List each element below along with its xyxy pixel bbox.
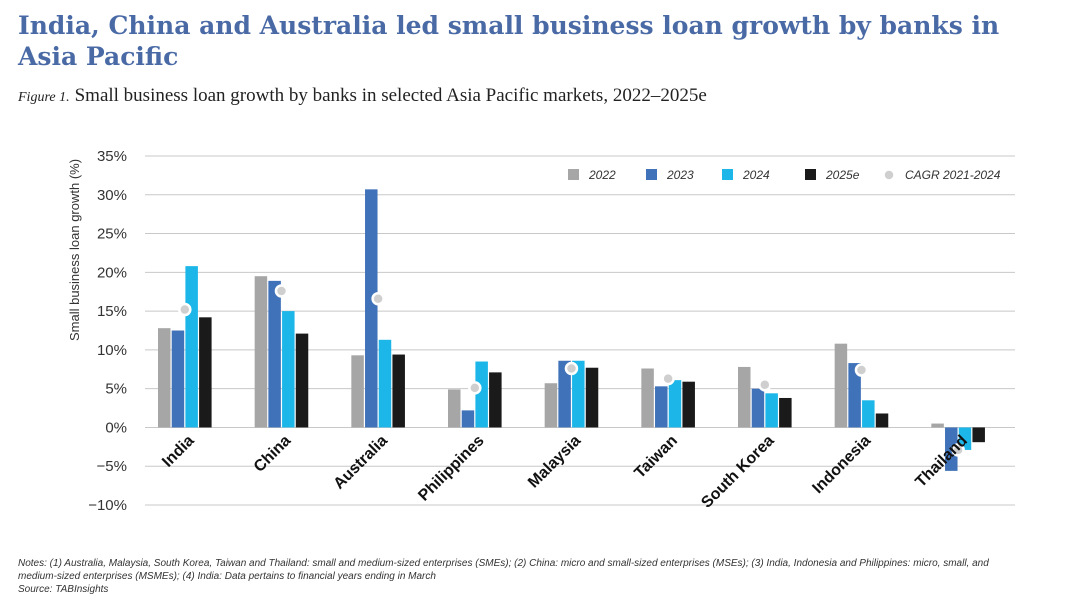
bar-thailand-2023 xyxy=(945,427,958,471)
y-tick-label: −5% xyxy=(97,458,127,475)
bar-taiwan-2023 xyxy=(655,386,668,428)
y-tick-label: 35% xyxy=(97,148,127,165)
bar-philippines-2022 xyxy=(448,389,461,428)
bar-australia-2023 xyxy=(365,189,378,428)
y-tick-label: 20% xyxy=(97,264,127,281)
bar-malaysia-2023 xyxy=(558,360,571,428)
bar-indonesia-2022 xyxy=(834,343,848,428)
bar-india-2023 xyxy=(171,330,185,428)
x-label-thailand: Thailand xyxy=(912,432,971,491)
y-tick-label: 30% xyxy=(97,187,127,204)
bar-china-2022 xyxy=(254,276,268,428)
legend-label-2022: 2022 xyxy=(588,168,616,182)
bar-chart: −10% −5% 0% 5% 10% 15% 20% 25% 30% 35% Small busi… xyxy=(67,148,1015,514)
cagr-marker-thailand xyxy=(951,443,965,457)
legend-swatch-2025e xyxy=(805,169,816,180)
x-label-indonesia: Indonesia xyxy=(809,432,874,497)
x-label-taiwan: Taiwan xyxy=(631,432,681,482)
cagr-marker-australia xyxy=(371,291,385,306)
legend-label-2025e: 2025e xyxy=(825,168,860,182)
cagr-marker-india xyxy=(178,302,192,317)
legend-swatch-2023 xyxy=(646,169,657,180)
x-label-malaysia: Malaysia xyxy=(525,432,584,491)
x-label-south-korea: South Korea xyxy=(698,432,777,511)
bar-thailand-2025e xyxy=(972,427,985,443)
bar-philippines-2023 xyxy=(461,410,475,428)
y-tick-label: 25% xyxy=(97,226,127,243)
bar-south-korea-2022 xyxy=(738,366,751,428)
bar-philippines-2025e xyxy=(489,372,502,428)
cagr-marker-taiwan xyxy=(661,371,675,386)
legend-label-cagr: CAGR 2021-2024 xyxy=(905,168,1001,182)
bar-australia-2025e xyxy=(392,354,405,428)
bar-taiwan-2022 xyxy=(641,368,654,428)
bar-china-2025e xyxy=(295,333,309,428)
y-tick-label: 15% xyxy=(97,303,127,320)
cagr-marker-china xyxy=(274,284,289,298)
bar-india-2025e xyxy=(199,317,212,428)
cagr-marker-indonesia xyxy=(854,363,869,377)
figure-label: Figure 1. xyxy=(18,90,70,105)
legend-swatch-2024 xyxy=(722,169,733,180)
y-tick-label: 10% xyxy=(97,342,127,359)
bar-taiwan-2024 xyxy=(668,380,682,428)
source-text: Source: TABInsights xyxy=(18,584,109,595)
y-tick-label: 0% xyxy=(105,419,127,436)
y-tick-label: −10% xyxy=(88,497,127,514)
bar-philippines-2024 xyxy=(475,361,488,428)
bar-australia-2024 xyxy=(378,339,392,428)
cagr-markers xyxy=(178,284,965,457)
legend-swatch-2022 xyxy=(568,169,579,180)
figure-caption: Figure 1. Small business loan growth by b… xyxy=(18,85,707,107)
bar-taiwan-2025e xyxy=(682,381,695,428)
bar-malaysia-2022 xyxy=(544,383,558,428)
x-label-china: China xyxy=(251,432,295,476)
notes-text: Notes: (1) Australia, Malaysia, South Ko… xyxy=(18,558,989,582)
y-axis-ticks: −10% −5% 0% 5% 10% 15% 20% 25% 30% 35% xyxy=(88,148,127,514)
legend-label-2024: 2024 xyxy=(742,168,770,182)
legend: 2022 2023 2024 2025e CAGR 2021-2024 xyxy=(568,168,1001,182)
bar-china-2023 xyxy=(268,280,281,428)
x-label-australia: Australia xyxy=(331,432,392,493)
bar-australia-2022 xyxy=(351,355,364,428)
bar-indonesia-2023 xyxy=(848,363,861,428)
bar-indonesia-2024 xyxy=(862,400,875,428)
bar-indonesia-2025e xyxy=(875,413,889,428)
figure-title: Small business loan growth by banks in s… xyxy=(74,85,707,106)
headline: India, China and Australia led small bus… xyxy=(18,11,1000,71)
cagr-marker-south-korea xyxy=(758,378,772,392)
bar-china-2024 xyxy=(282,311,295,428)
x-label-india: India xyxy=(159,432,197,470)
y-tick-label: 5% xyxy=(105,381,127,398)
legend-label-2023: 2023 xyxy=(666,168,694,182)
bar-malaysia-2025e xyxy=(585,367,599,428)
bars xyxy=(158,189,985,471)
bar-south-korea-2025e xyxy=(779,397,792,428)
x-label-philippines: Philippines xyxy=(415,432,487,504)
bar-india-2024 xyxy=(185,266,198,428)
bar-malaysia-2024 xyxy=(572,360,585,428)
y-axis-label: Small business loan growth (%) xyxy=(67,159,82,341)
notes: Notes: (1) Australia, Malaysia, South Ko… xyxy=(18,557,1018,596)
bar-thailand-2022 xyxy=(931,423,944,428)
cagr-marker-malaysia xyxy=(564,361,579,376)
legend-swatch-cagr xyxy=(882,168,896,182)
cagr-marker-philippines xyxy=(468,381,482,395)
x-axis-labels: India China Australia Philippines Malaysia Ta… xyxy=(159,432,971,511)
bar-south-korea-2024 xyxy=(765,393,778,428)
bar-south-korea-2023 xyxy=(751,388,765,428)
bar-india-2022 xyxy=(158,328,171,428)
